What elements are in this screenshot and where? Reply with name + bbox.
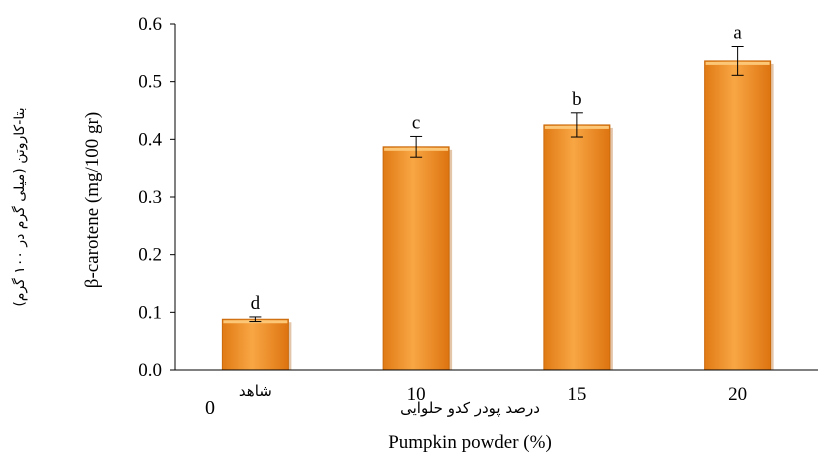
y-tick-label: 0.6 (138, 14, 162, 35)
y-tick-label: 0.4 (138, 129, 162, 150)
x-axis-title: Pumpkin powder (%) (388, 432, 552, 453)
significance-letter: c (412, 112, 420, 133)
bar (221, 318, 289, 371)
significance-letter: d (251, 293, 261, 314)
x-tick-label: شاهد (239, 382, 272, 400)
y-tick-label: 0.2 (138, 245, 162, 266)
bar (543, 124, 611, 371)
y-axis-title-fa: بتا-کاروتن (میلی گرم در ۱۰۰ گرم) (11, 107, 28, 306)
y-tick-label: 0.3 (138, 187, 162, 208)
x-tick-label: 20 (728, 384, 747, 405)
x-tick-labels: شاهد 10 15 20 (239, 382, 747, 405)
significance-letter: b (572, 89, 582, 110)
zero-label: 0 (205, 397, 215, 419)
y-tick-label: 0.5 (138, 72, 162, 93)
bars-layer: d c b a (221, 22, 774, 371)
x-tick-label: 10 (407, 384, 426, 405)
y-tick-label: 0.1 (138, 302, 162, 323)
x-tick-label: 15 (567, 384, 586, 405)
y-axis-title: β-carotene (mg/100 gr) (82, 112, 103, 288)
bar (704, 60, 772, 371)
bar (382, 146, 450, 371)
significance-letter: a (733, 22, 742, 43)
y-ticks: 0.0 0.1 0.2 0.3 0.4 0.5 0.6 (138, 14, 175, 381)
x-axis-title-fa: درصد پودر کدو حلوایی (400, 399, 540, 418)
y-tick-label: 0.0 (138, 360, 162, 381)
